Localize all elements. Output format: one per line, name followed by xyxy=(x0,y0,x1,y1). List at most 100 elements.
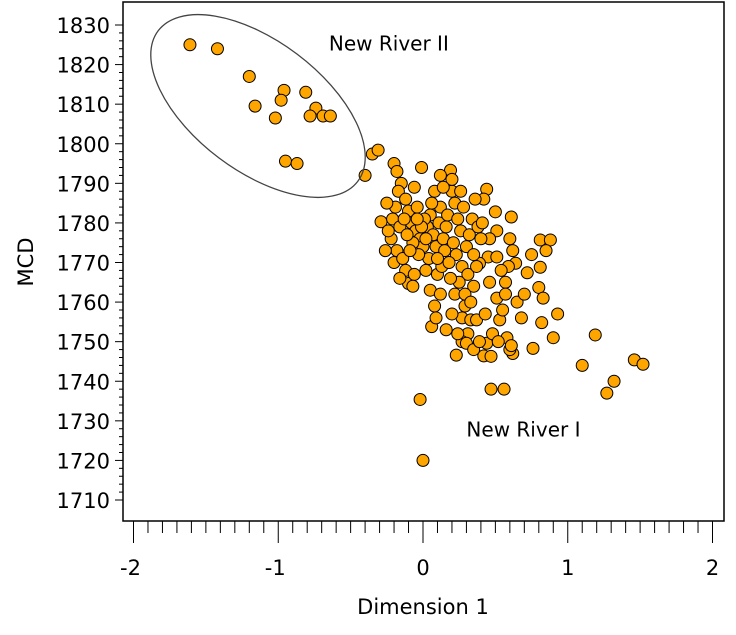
data-points xyxy=(183,38,650,467)
y-tick-label: 1810 xyxy=(57,93,110,117)
y-tick-label: 1830 xyxy=(57,14,110,38)
data-point xyxy=(430,252,444,266)
data-point xyxy=(397,212,411,226)
data-point xyxy=(536,291,550,305)
data-point xyxy=(439,220,453,234)
data-point xyxy=(451,327,465,341)
data-point xyxy=(475,216,489,230)
data-point xyxy=(461,267,475,281)
data-point xyxy=(484,349,498,363)
data-point xyxy=(403,244,417,258)
data-point xyxy=(393,271,407,285)
data-point xyxy=(183,38,197,52)
data-point xyxy=(454,184,468,198)
data-point xyxy=(407,267,421,281)
data-point xyxy=(539,244,553,258)
data-point xyxy=(526,341,540,355)
data-point xyxy=(488,205,502,219)
data-point xyxy=(636,357,650,371)
data-point xyxy=(546,331,560,345)
data-point xyxy=(496,303,510,317)
data-point xyxy=(290,157,304,171)
data-point xyxy=(248,99,262,113)
x-tick-label: -1 xyxy=(265,556,286,580)
data-point xyxy=(499,287,513,301)
y-tick-label: 1770 xyxy=(57,252,110,276)
y-tick-label: 1790 xyxy=(57,172,110,196)
data-point xyxy=(429,311,443,325)
data-point xyxy=(464,295,478,309)
data-point xyxy=(442,256,456,269)
data-point xyxy=(428,299,442,313)
data-point xyxy=(484,382,498,396)
data-point xyxy=(494,263,508,277)
data-point xyxy=(478,307,492,321)
data-point xyxy=(504,339,518,353)
data-point xyxy=(445,307,459,321)
y-tick-label: 1740 xyxy=(57,370,110,394)
data-point xyxy=(299,85,313,99)
data-point xyxy=(588,328,602,342)
y-tick-label: 1730 xyxy=(57,410,110,434)
x-tick-label: 0 xyxy=(416,556,429,580)
data-point xyxy=(600,386,614,400)
y-axis-title: MCD xyxy=(14,238,38,287)
data-point xyxy=(491,335,505,349)
data-point xyxy=(445,172,459,186)
data-point xyxy=(506,244,520,258)
y-tick-label: 1780 xyxy=(57,212,110,236)
data-point xyxy=(210,42,224,56)
x-axis-title: Dimension 1 xyxy=(357,595,489,619)
y-tick-label: 1750 xyxy=(57,331,110,355)
data-point xyxy=(467,248,481,262)
data-point xyxy=(444,271,458,285)
data-point xyxy=(474,232,488,246)
x-axis-ticks: -2 -1 0 1 2 xyxy=(120,521,719,580)
data-point xyxy=(390,164,404,178)
data-point xyxy=(268,111,282,125)
data-point xyxy=(419,232,433,246)
y-tick-label: 1720 xyxy=(57,449,110,473)
data-point xyxy=(378,244,392,258)
data-point xyxy=(407,180,421,194)
data-point xyxy=(446,236,460,250)
data-point xyxy=(242,69,256,83)
data-point xyxy=(439,323,453,337)
data-point xyxy=(413,392,427,406)
data-point xyxy=(410,212,424,226)
data-point xyxy=(517,287,531,301)
data-point xyxy=(323,109,337,123)
data-point xyxy=(451,212,465,226)
data-point xyxy=(449,348,463,362)
data-point xyxy=(410,200,424,214)
data-point xyxy=(406,279,420,293)
data-point xyxy=(381,224,395,238)
x-tick-label: 2 xyxy=(706,556,719,580)
data-point xyxy=(520,266,534,280)
data-point xyxy=(371,143,385,157)
data-point xyxy=(525,248,539,262)
data-point xyxy=(607,374,621,388)
data-point xyxy=(468,192,482,206)
data-point xyxy=(575,358,589,372)
annotation-new-river-ii: New River II xyxy=(329,32,449,56)
data-point xyxy=(425,196,439,210)
y-tick-label: 1800 xyxy=(57,133,110,157)
data-point xyxy=(467,279,481,293)
data-point xyxy=(551,307,565,321)
data-point xyxy=(380,196,394,210)
data-point xyxy=(399,192,413,206)
data-point xyxy=(472,335,486,349)
x-tick-label: 1 xyxy=(561,556,574,580)
data-point xyxy=(433,168,447,182)
data-point xyxy=(415,161,429,174)
data-point xyxy=(499,275,513,289)
data-point xyxy=(514,311,528,325)
data-point xyxy=(504,210,518,224)
annotation-new-river-i: New River I xyxy=(466,418,580,442)
x-tick-label: -2 xyxy=(120,556,141,580)
data-point xyxy=(497,382,511,396)
data-point xyxy=(470,259,484,273)
data-point xyxy=(433,287,447,301)
